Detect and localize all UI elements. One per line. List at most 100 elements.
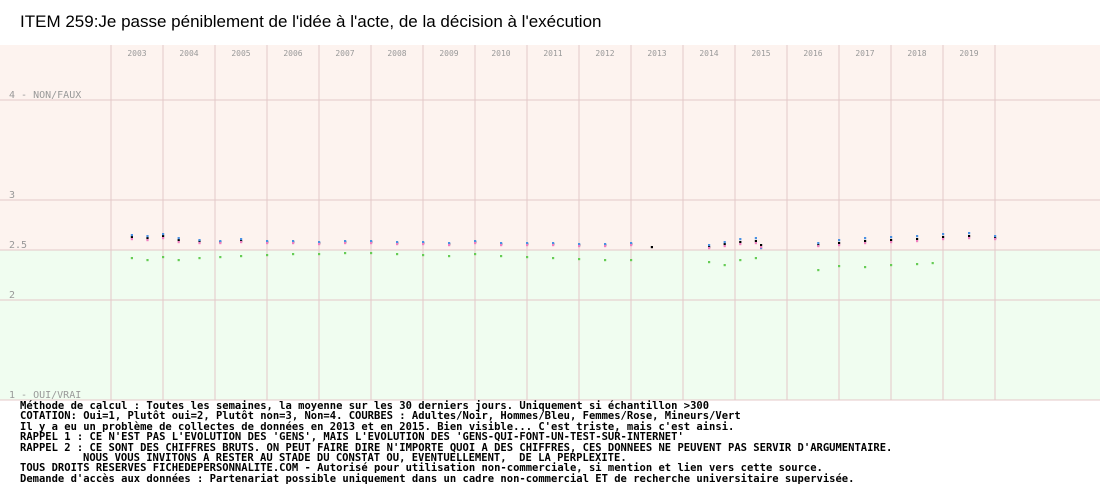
data-point (754, 237, 757, 240)
data-point (916, 238, 919, 241)
chart-title: ITEM 259:Je passe péniblement de l'idée … (20, 12, 602, 31)
data-point (344, 240, 347, 243)
note-line: RAPPEL 1 : CE N'EST PAS L'EVOLUTION DES … (20, 431, 684, 444)
data-point (146, 259, 149, 262)
data-point (448, 242, 451, 245)
data-point (864, 242, 867, 245)
upper-band (0, 45, 1100, 250)
data-point (448, 255, 451, 258)
data-point (266, 240, 269, 243)
data-point (219, 240, 222, 243)
x-tick-label: 2003 (127, 49, 146, 58)
data-point (552, 244, 555, 247)
data-point (146, 239, 149, 242)
data-point (942, 233, 945, 236)
data-point (817, 245, 820, 248)
data-points (130, 232, 997, 272)
data-point (890, 264, 893, 267)
data-point (422, 254, 425, 257)
data-point (500, 244, 503, 247)
data-point (162, 233, 165, 236)
y-tick-label: 2.5 (9, 240, 27, 251)
data-point (130, 234, 133, 237)
data-point (177, 237, 180, 240)
data-point (130, 236, 133, 239)
vertical-gridlines (110, 45, 996, 400)
data-point (864, 266, 867, 269)
data-point (968, 232, 971, 235)
data-point (146, 237, 149, 240)
data-point (344, 252, 347, 255)
data-point (723, 264, 726, 267)
data-point (422, 241, 425, 244)
data-point (994, 238, 997, 241)
data-point (864, 240, 867, 243)
x-tick-labels: 2003 2004 2005 2006 2007 2008 2009 2010 2011 2012… (127, 49, 978, 58)
data-point (266, 242, 269, 245)
data-point (890, 241, 893, 244)
x-tick-label: 2018 (907, 49, 926, 58)
data-point (916, 240, 919, 243)
y-tick-labels: 4 - NON/FAUX 3 2.5 2 1 - OUI/VRAI (9, 90, 81, 401)
data-point (739, 243, 742, 246)
x-tick-label: 2014 (699, 49, 718, 58)
data-point (754, 257, 757, 260)
data-point (723, 245, 726, 248)
data-point (723, 241, 726, 244)
x-tick-label: 2011 (543, 49, 562, 58)
x-tick-label: 2010 (491, 49, 510, 58)
data-point (526, 256, 529, 259)
x-tick-label: 2008 (387, 49, 406, 58)
x-tick-label: 2007 (335, 49, 354, 58)
data-point (177, 259, 180, 262)
data-point (474, 242, 477, 245)
data-point (292, 240, 295, 243)
data-point (240, 238, 243, 241)
y-tick-label: 1 - OUI/VRAI (9, 390, 81, 401)
x-tick-label: 2009 (439, 49, 458, 58)
data-point (396, 243, 399, 246)
data-point (198, 257, 201, 260)
data-point (474, 240, 477, 243)
data-point (708, 247, 711, 250)
note-line: Il y a eu un problème de collectes de do… (20, 420, 735, 433)
data-point (500, 255, 503, 258)
data-point (198, 239, 201, 242)
note-line: RAPPEL 2 : CE SONT DES CHIFFRES BRUTS. O… (20, 441, 893, 454)
data-point (578, 245, 581, 248)
data-point (630, 242, 633, 245)
data-point (474, 253, 477, 256)
data-point (370, 240, 373, 243)
data-point (552, 257, 555, 260)
data-point (370, 242, 373, 245)
data-point (162, 256, 165, 259)
data-point (177, 239, 180, 242)
data-point (994, 235, 997, 238)
data-point (422, 243, 425, 246)
data-point (942, 236, 945, 239)
data-point (526, 242, 529, 245)
data-point (448, 244, 451, 247)
data-point (760, 244, 763, 247)
y-tick-label: 2 (9, 290, 15, 301)
horizontal-gridlines (0, 99, 1100, 401)
x-tick-label: 2013 (647, 49, 666, 58)
data-point (817, 242, 820, 245)
data-point (604, 243, 607, 246)
data-point (146, 235, 149, 238)
data-point (630, 259, 633, 262)
data-point (578, 258, 581, 261)
note-line: Méthode de calcul : Toutes les semaines,… (20, 400, 710, 412)
data-point (916, 235, 919, 238)
data-point (130, 257, 133, 260)
data-point (650, 246, 653, 249)
note-line: NOUS VOUS INVITONS A RESTER AU STADE DU … (83, 452, 627, 465)
note-line: Demande d'accès aux données : Partenaria… (20, 472, 855, 485)
x-tick-label: 2006 (283, 49, 302, 58)
data-point (370, 252, 373, 255)
data-point (344, 242, 347, 245)
data-point (864, 237, 867, 240)
data-point (162, 237, 165, 240)
data-point (968, 235, 971, 238)
data-point (838, 265, 841, 268)
